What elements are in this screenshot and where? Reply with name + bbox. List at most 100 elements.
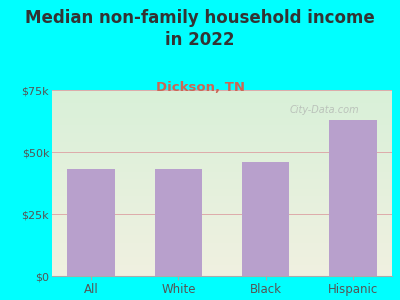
Bar	[52, 244, 392, 246]
Bar	[52, 92, 392, 94]
Bar	[52, 200, 392, 202]
Bar	[52, 242, 392, 244]
Bar	[154, 169, 202, 276]
Bar	[52, 250, 392, 252]
Bar	[52, 142, 392, 144]
Bar	[52, 241, 392, 242]
Bar	[52, 218, 392, 220]
Bar	[52, 144, 392, 146]
Bar	[52, 157, 392, 159]
Bar	[52, 222, 392, 224]
Bar	[52, 248, 392, 250]
Bar	[52, 211, 392, 213]
Bar	[52, 181, 392, 183]
Bar	[52, 272, 392, 274]
Bar	[52, 267, 392, 268]
Bar	[52, 148, 392, 149]
Bar	[52, 179, 392, 181]
Bar	[52, 259, 392, 261]
Bar	[52, 265, 392, 267]
Bar	[52, 166, 392, 168]
Bar	[52, 190, 392, 192]
Bar	[52, 105, 392, 107]
Bar	[52, 256, 392, 257]
Bar	[52, 168, 392, 170]
Bar	[52, 131, 392, 133]
Bar	[52, 164, 392, 166]
Bar	[52, 118, 392, 120]
Text: City-Data.com: City-Data.com	[290, 105, 360, 115]
Bar	[52, 98, 392, 99]
Bar	[52, 136, 392, 138]
Bar	[52, 189, 392, 190]
Bar	[52, 172, 392, 174]
Bar	[52, 107, 392, 109]
Bar	[52, 101, 392, 103]
Bar	[52, 228, 392, 230]
Bar	[52, 140, 392, 142]
Bar	[52, 263, 392, 265]
Bar	[329, 120, 376, 276]
Bar	[52, 194, 392, 196]
Bar	[52, 133, 392, 135]
Bar	[52, 261, 392, 263]
Bar	[52, 205, 392, 207]
Bar	[52, 196, 392, 198]
Bar	[52, 135, 392, 137]
Bar	[68, 169, 115, 276]
Bar	[52, 90, 392, 92]
Bar	[52, 274, 392, 276]
Bar	[52, 239, 392, 241]
Bar	[52, 209, 392, 211]
Bar	[52, 149, 392, 152]
Bar	[52, 230, 392, 231]
Bar	[52, 122, 392, 124]
Bar	[52, 233, 392, 235]
Bar	[242, 162, 290, 276]
Bar	[52, 125, 392, 127]
Bar	[52, 127, 392, 129]
Bar	[52, 198, 392, 200]
Bar	[52, 176, 392, 177]
Bar	[52, 235, 392, 237]
Bar	[52, 213, 392, 214]
Bar	[52, 114, 392, 116]
Bar	[52, 252, 392, 254]
Bar	[52, 94, 392, 96]
Bar	[52, 112, 392, 114]
Bar	[52, 116, 392, 118]
Bar	[52, 138, 392, 140]
Bar	[52, 124, 392, 125]
Bar	[52, 109, 392, 110]
Text: Median non-family household income
in 2022: Median non-family household income in 20…	[25, 9, 375, 49]
Bar	[52, 129, 392, 131]
Bar	[52, 185, 392, 187]
Bar	[52, 217, 392, 218]
Bar	[52, 268, 392, 270]
Bar	[52, 203, 392, 205]
Bar	[52, 96, 392, 98]
Bar	[52, 103, 392, 105]
Bar	[52, 192, 392, 194]
Bar	[52, 183, 392, 185]
Bar	[52, 231, 392, 233]
Bar	[52, 153, 392, 155]
Text: Dickson, TN: Dickson, TN	[156, 81, 244, 94]
Bar	[52, 226, 392, 228]
Bar	[52, 174, 392, 176]
Bar	[52, 120, 392, 122]
Bar	[52, 155, 392, 157]
Bar	[52, 163, 392, 164]
Bar	[52, 177, 392, 179]
Bar	[52, 99, 392, 101]
Bar	[52, 270, 392, 272]
Bar	[52, 146, 392, 148]
Bar	[52, 161, 392, 163]
Bar	[52, 224, 392, 226]
Bar	[52, 254, 392, 256]
Bar	[52, 237, 392, 239]
Bar	[52, 202, 392, 203]
Bar	[52, 159, 392, 161]
Bar	[52, 110, 392, 112]
Bar	[52, 246, 392, 248]
